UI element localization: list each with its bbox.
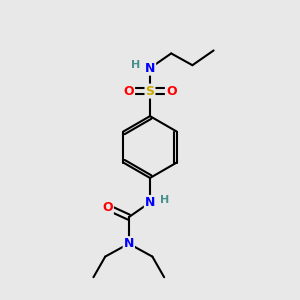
Text: O: O xyxy=(102,201,113,214)
Text: H: H xyxy=(131,60,140,70)
Text: O: O xyxy=(166,85,176,98)
Text: O: O xyxy=(124,85,134,98)
Text: S: S xyxy=(146,85,154,98)
Text: N: N xyxy=(145,196,155,209)
Text: H: H xyxy=(160,195,169,205)
Text: N: N xyxy=(124,237,134,250)
Text: N: N xyxy=(145,61,155,75)
